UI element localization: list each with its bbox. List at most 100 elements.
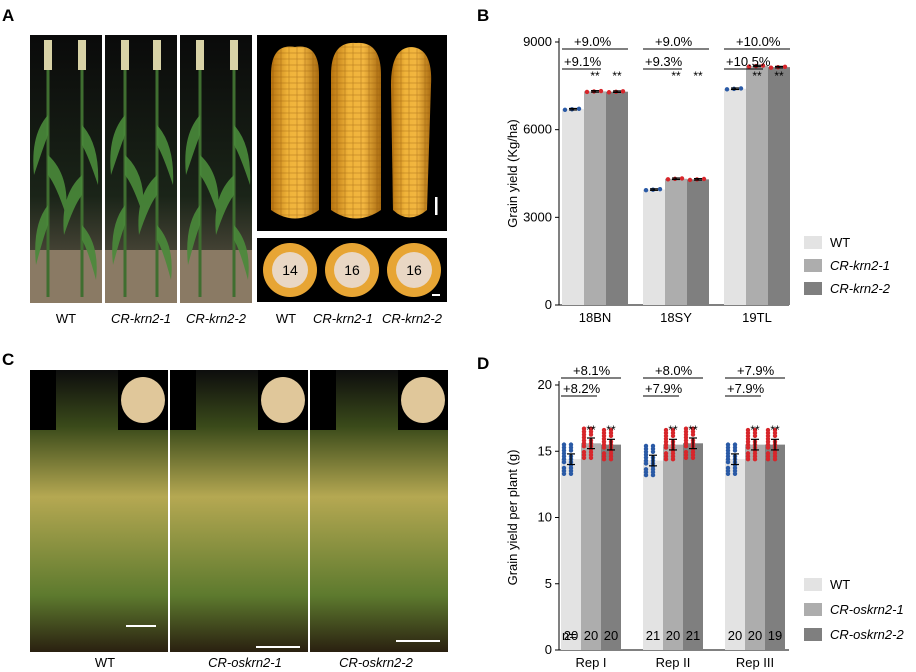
comparison-percent-lower: +9.1%: [564, 54, 602, 69]
data-point: [746, 64, 752, 69]
y-tick-label: 6000: [523, 122, 552, 137]
data-point: [663, 430, 669, 436]
data-point: [670, 427, 676, 433]
data-point: [650, 467, 656, 472]
legend-label: CR-krn2-2: [830, 281, 891, 296]
maize-plant-photo-cr-krn2-1: [105, 35, 177, 303]
comparison-percent-upper: +8.0%: [655, 363, 693, 378]
data-point: [683, 452, 689, 458]
sample-size-prefix: n=: [562, 628, 577, 643]
maize-ears-photo: [257, 35, 447, 231]
significance-stars: **: [590, 69, 600, 83]
bar-cr-oskrn2-2-rep-i: [601, 444, 621, 650]
sample-size-label: 20: [666, 628, 680, 643]
data-point: [772, 433, 778, 439]
maize-plant-photo-cr-krn2-2: [180, 35, 252, 303]
data-point: [782, 64, 788, 69]
data-point: [663, 445, 669, 450]
maize-plant-photo-wt: [30, 35, 102, 303]
comparison-percent-upper: +7.9%: [737, 363, 775, 378]
y-tick-label: 9000: [523, 34, 552, 49]
data-point: [581, 429, 587, 434]
data-point: [608, 433, 614, 439]
rice-plant-label-cr-oskrn2-1: CR-oskrn2-1: [208, 655, 282, 670]
data-point: [725, 459, 731, 465]
significance-stars: **: [668, 423, 678, 437]
data-point: [752, 427, 758, 433]
data-point: [745, 454, 751, 459]
data-point: [561, 454, 567, 459]
significance-stars: **: [586, 423, 596, 437]
panel-letter-b: B: [477, 6, 490, 25]
maize-plant-label-cr-krn2-1: CR-krn2-1: [111, 311, 171, 326]
data-point: [598, 88, 604, 94]
y-tick-label: 3000: [523, 209, 552, 224]
data-point: [732, 448, 738, 453]
comparison-percent-lower: +10.5%: [726, 54, 771, 69]
data-point: [670, 433, 676, 439]
grain-yield-chart-rice: 0 5 10 15 20 Grain yield per plant (g) 20 ** 20 *…: [505, 363, 904, 670]
data-point: [643, 446, 649, 452]
data-point: [670, 457, 676, 462]
data-point: [683, 429, 689, 434]
data-point: [690, 426, 696, 431]
data-point: [725, 454, 731, 459]
data-point: [738, 86, 744, 91]
bar-wt-rep-iii: [725, 459, 745, 650]
data-point: [725, 445, 731, 450]
sample-size-label: 19: [768, 628, 782, 643]
bar-cr-krn2-1-18sy: [665, 178, 687, 305]
bar-cr-oskrn2-2-rep-iii: [765, 444, 785, 650]
significance-stars: **: [671, 69, 681, 83]
data-point: [561, 445, 567, 450]
panel-letter-c: C: [2, 350, 15, 369]
y-tick-label: 0: [545, 642, 552, 657]
sample-size-label: 21: [686, 628, 700, 643]
sample-size-label: 20: [728, 628, 742, 643]
data-point: [732, 465, 738, 471]
data-point: [576, 106, 582, 112]
kernel-row-number-cr-krn2-2: 16: [406, 262, 422, 278]
legend-label: CR-oskrn2-2: [830, 627, 904, 642]
data-point: [606, 90, 612, 95]
rice-plant-photo-wt: [30, 370, 168, 652]
comparison-percent-lower: +7.9%: [727, 381, 765, 396]
significance-stars: **: [612, 69, 622, 83]
data-point: [765, 445, 771, 450]
data-point: [760, 63, 766, 68]
data-point: [752, 457, 758, 462]
comparison-percent-lower: +8.2%: [563, 381, 601, 396]
bar-cr-oskrn2-1-rep-i: [581, 443, 601, 650]
kernel-row-number-cr-krn2-1: 16: [344, 262, 360, 278]
significance-stars: **: [750, 423, 760, 437]
data-point: [608, 427, 614, 433]
data-point: [581, 452, 587, 458]
comparison-percent-upper: +8.1%: [573, 363, 611, 378]
data-point: [562, 107, 568, 112]
data-point: [772, 457, 778, 462]
y-tick-label: 10: [538, 510, 552, 525]
data-point: [608, 457, 614, 462]
data-point: [701, 176, 707, 182]
bar-cr-krn2-2-18bn: [606, 91, 628, 305]
bar-cr-oskrn2-1-rep-ii: [663, 444, 683, 650]
data-point: [732, 442, 738, 447]
legend-swatch: [804, 259, 822, 272]
comparison-percent-upper: +10.0%: [736, 34, 781, 49]
data-point: [732, 471, 738, 476]
data-point: [620, 89, 626, 94]
data-point: [725, 468, 731, 474]
x-category-label: Rep I: [575, 655, 606, 670]
data-point: [745, 445, 751, 450]
maize-ear-label-cr-krn2-2: CR-krn2-2: [382, 311, 442, 326]
data-point: [588, 432, 594, 437]
data-point: [643, 469, 649, 475]
legend-label: WT: [830, 235, 850, 250]
x-category-label: 18BN: [579, 310, 612, 325]
sample-size-label: 20: [564, 628, 578, 643]
y-tick-label: 20: [538, 377, 552, 392]
comparison-percent-lower: +7.9%: [645, 381, 683, 396]
legend-swatch: [804, 236, 822, 249]
data-point: [745, 439, 751, 444]
bar-wt-rep-ii: [643, 460, 663, 650]
